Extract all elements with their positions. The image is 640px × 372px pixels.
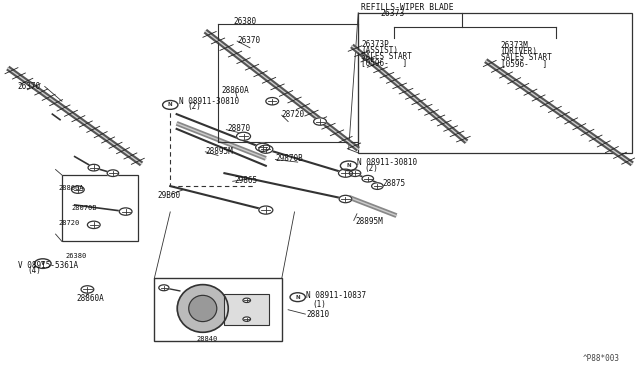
Text: [0596-   ]: [0596- ]	[500, 60, 547, 68]
Circle shape	[107, 170, 118, 176]
Circle shape	[340, 161, 357, 171]
Text: 28895M: 28895M	[205, 147, 233, 155]
Circle shape	[339, 195, 352, 203]
Text: 28895M: 28895M	[355, 217, 383, 226]
Text: (ASSIST): (ASSIST)	[362, 46, 399, 55]
Text: N 08911-30810: N 08911-30810	[179, 97, 239, 106]
Text: ^P88*003: ^P88*003	[582, 354, 620, 363]
Circle shape	[88, 164, 100, 171]
Text: 29870B: 29870B	[275, 154, 303, 163]
Text: 29B60: 29B60	[157, 191, 180, 200]
Circle shape	[81, 286, 94, 293]
Ellipse shape	[189, 295, 217, 321]
Text: REFILLS-WIPER BLADE: REFILLS-WIPER BLADE	[362, 3, 454, 12]
Circle shape	[159, 285, 169, 291]
Bar	[225, 294, 269, 326]
Circle shape	[88, 221, 100, 228]
Text: 26373: 26373	[381, 9, 405, 18]
Text: 26370: 26370	[237, 36, 260, 45]
Text: 28860A: 28860A	[59, 185, 84, 191]
Text: N: N	[346, 163, 351, 168]
Circle shape	[349, 170, 361, 176]
Text: 28840: 28840	[196, 336, 218, 342]
Text: 28070B: 28070B	[72, 205, 97, 211]
Circle shape	[259, 206, 273, 214]
Circle shape	[362, 176, 374, 182]
Circle shape	[290, 293, 305, 302]
Circle shape	[339, 169, 353, 177]
Text: N 08911-30810: N 08911-30810	[357, 158, 417, 167]
Text: SALES START: SALES START	[362, 52, 412, 61]
Text: 26370: 26370	[17, 82, 40, 91]
Text: N: N	[296, 295, 300, 300]
Text: 26373M: 26373M	[500, 41, 529, 49]
Text: 28810: 28810	[306, 310, 329, 319]
Circle shape	[372, 183, 383, 189]
Text: 26380: 26380	[234, 17, 257, 26]
Text: 28720: 28720	[282, 110, 305, 119]
Bar	[154, 278, 282, 341]
Circle shape	[35, 259, 51, 268]
Text: SALES START: SALES START	[500, 53, 552, 62]
Circle shape	[72, 186, 84, 193]
Text: (4): (4)	[27, 266, 41, 276]
Text: 28720: 28720	[59, 220, 80, 226]
Text: N 08911-10837: N 08911-10837	[306, 291, 366, 300]
Text: (DRIVER): (DRIVER)	[500, 47, 538, 56]
Text: 28870: 28870	[228, 124, 251, 134]
Bar	[62, 175, 138, 241]
Text: 26380: 26380	[65, 253, 86, 259]
Circle shape	[237, 132, 250, 140]
Circle shape	[243, 298, 250, 302]
Text: (1): (1)	[312, 300, 326, 309]
Bar	[358, 13, 632, 153]
Text: 28875: 28875	[383, 179, 406, 187]
Text: [0596-   ]: [0596- ]	[362, 58, 408, 67]
Text: V 08915-5361A: V 08915-5361A	[18, 261, 78, 270]
Text: (2): (2)	[365, 164, 378, 173]
Circle shape	[243, 317, 250, 321]
Text: 28860A: 28860A	[221, 86, 249, 94]
Circle shape	[163, 100, 178, 109]
Ellipse shape	[177, 285, 228, 332]
Circle shape	[255, 143, 269, 151]
Text: 26373P: 26373P	[362, 39, 389, 48]
Text: 28860A: 28860A	[77, 294, 104, 303]
Text: (2): (2)	[188, 102, 202, 111]
Circle shape	[266, 97, 278, 105]
Circle shape	[119, 208, 132, 215]
Circle shape	[259, 145, 273, 153]
Text: V: V	[41, 261, 45, 266]
Text: 29865: 29865	[234, 176, 257, 185]
Text: N: N	[168, 102, 173, 108]
Circle shape	[314, 118, 326, 125]
